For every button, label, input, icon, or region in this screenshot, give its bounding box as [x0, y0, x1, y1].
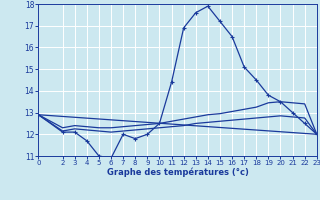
X-axis label: Graphe des températures (°c): Graphe des températures (°c) — [107, 168, 249, 177]
